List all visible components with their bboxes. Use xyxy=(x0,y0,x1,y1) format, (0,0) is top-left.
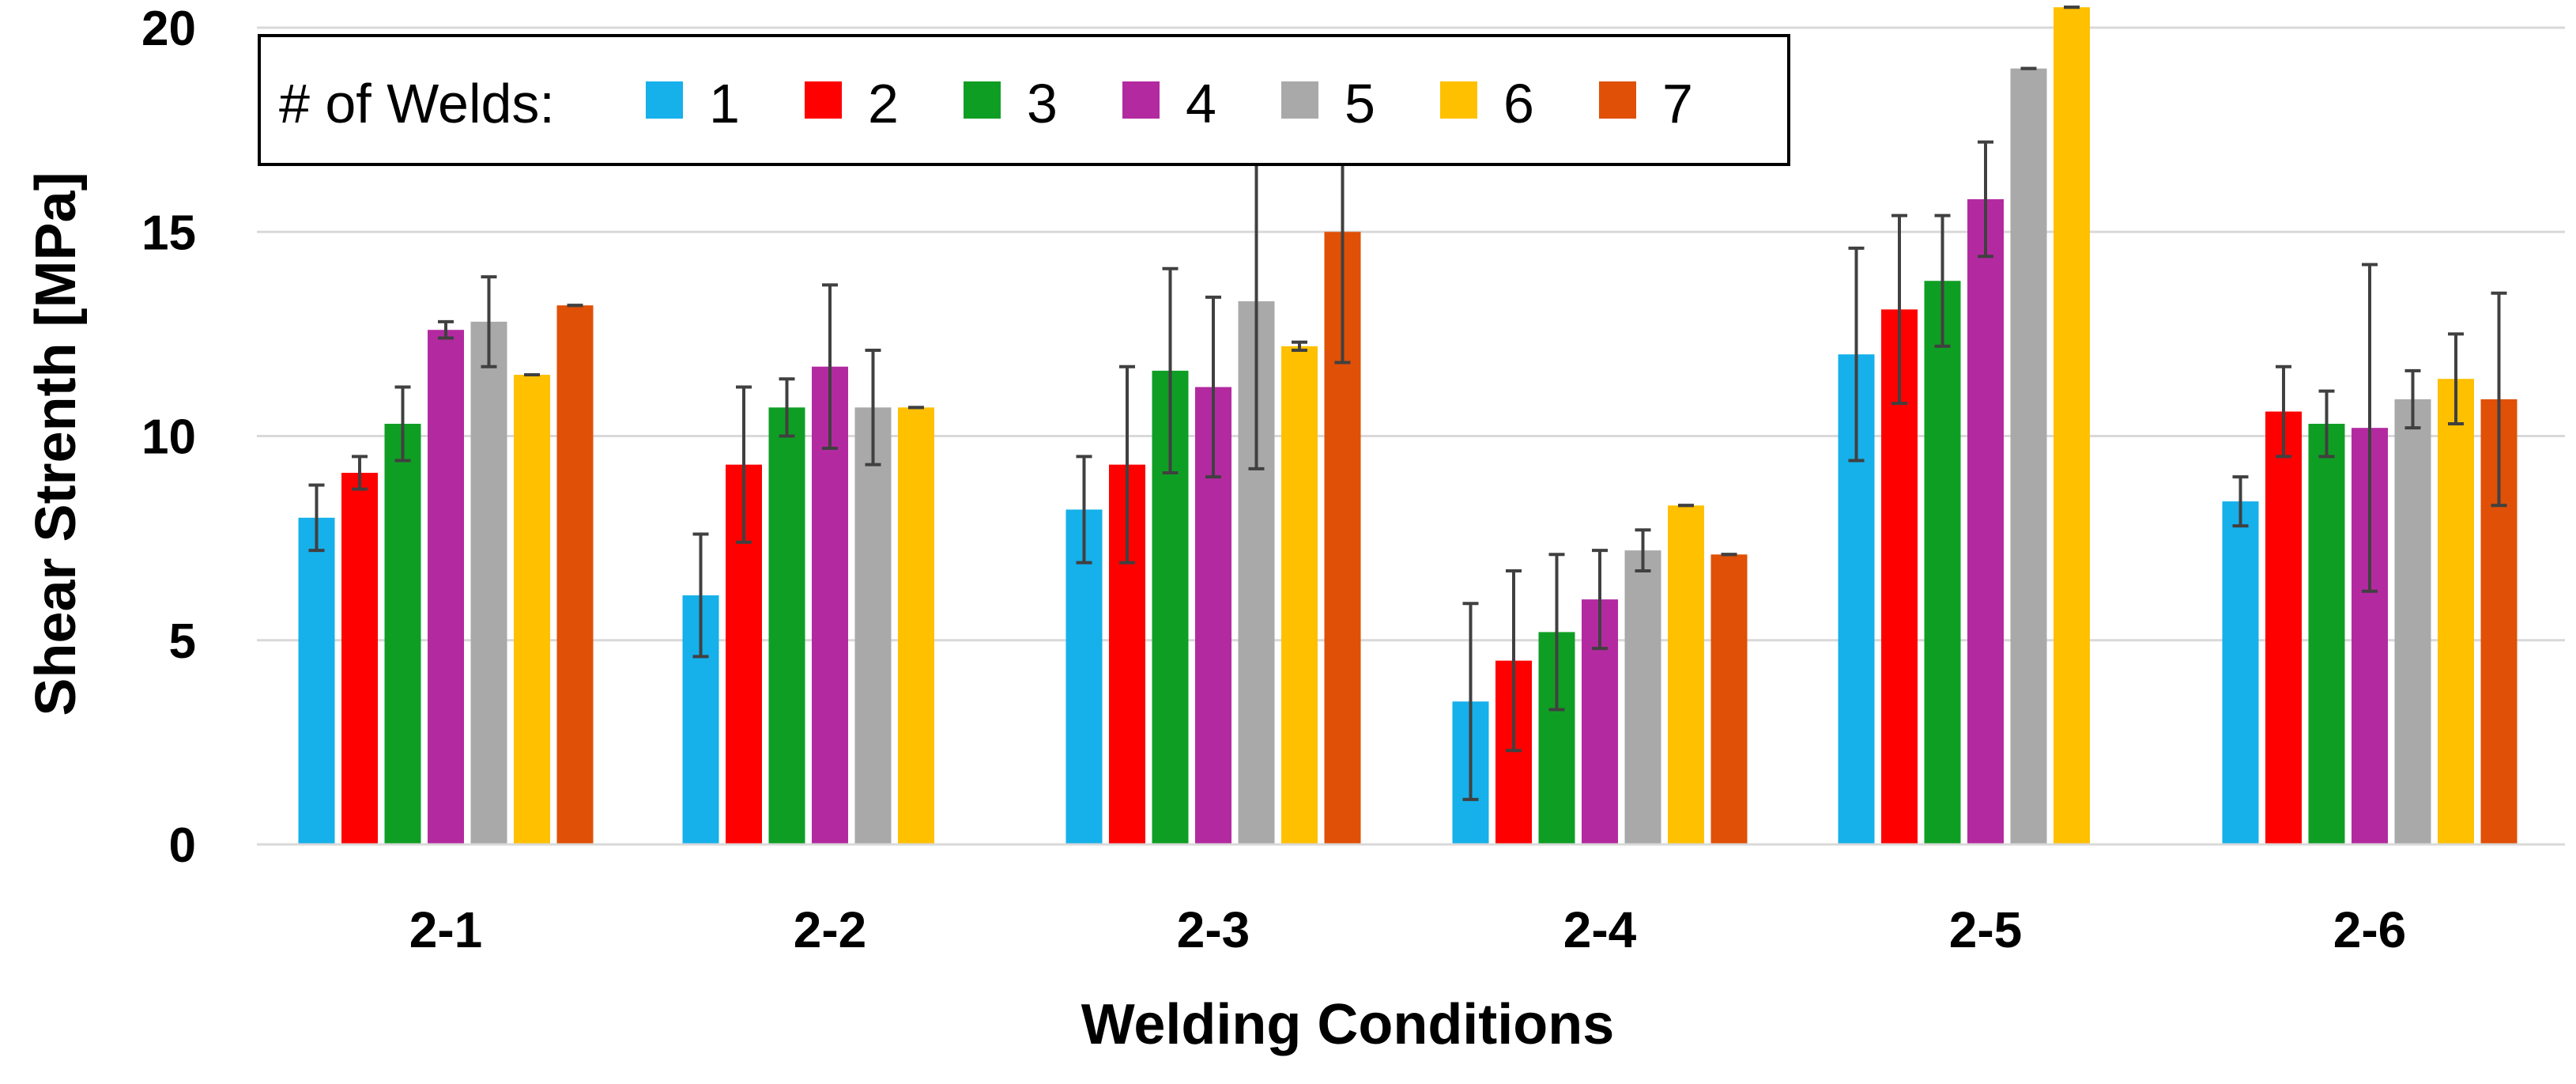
bars xyxy=(298,7,2518,845)
x-tick-label: 2-2 xyxy=(794,901,867,958)
error-bar-2-5-welds-2 xyxy=(1891,213,1907,406)
error-bar-2-5-welds-3 xyxy=(1934,213,1951,348)
legend-swatch-7 xyxy=(1599,81,1636,119)
error-bar-2-3-welds-2 xyxy=(1119,364,1135,565)
y-tick-label: 15 xyxy=(141,206,196,260)
legend-title: # of Welds: xyxy=(279,73,555,134)
bar-2-4-welds-6 xyxy=(1668,505,1704,844)
error-bar-2-2-welds-4 xyxy=(822,283,838,450)
bar-2-4-welds-7 xyxy=(1710,554,1748,844)
y-tick-label: 10 xyxy=(141,410,196,465)
error-bar-2-6-welds-4 xyxy=(2362,263,2378,593)
legend-label-3: 3 xyxy=(1027,73,1058,134)
x-tick-label: 2-3 xyxy=(1177,901,1250,958)
legend-swatch-3 xyxy=(964,81,1001,119)
bar-2-1-welds-1 xyxy=(298,517,335,844)
bar-2-6-welds-2 xyxy=(2265,411,2302,844)
error-bar-2-1-welds-5 xyxy=(481,275,497,368)
legend-swatch-1 xyxy=(646,81,683,119)
y-tick-label: 0 xyxy=(169,818,196,873)
legend-label-7: 7 xyxy=(1662,73,1693,134)
y-tick-label: 5 xyxy=(169,614,196,669)
error-bar-2-1-welds-2 xyxy=(352,455,368,491)
error-bar-2-2-welds-2 xyxy=(736,385,752,544)
legend-label-6: 6 xyxy=(1503,73,1534,134)
error-bar-2-3-welds-1 xyxy=(1076,455,1092,565)
error-bar-2-4-welds-1 xyxy=(1462,602,1479,802)
error-bar-2-3-welds-3 xyxy=(1162,266,1179,474)
bar-2-1-welds-5 xyxy=(470,321,507,844)
legend-box xyxy=(258,34,1790,166)
bar-2-6-welds-1 xyxy=(2222,501,2259,844)
x-tick-label: 2-4 xyxy=(1563,901,1637,958)
bar-2-1-welds-6 xyxy=(514,375,550,844)
error-bar-2-4-welds-5 xyxy=(1635,528,1651,572)
legend-swatch-6 xyxy=(1440,81,1477,119)
bar-2-6-welds-5 xyxy=(2394,399,2431,844)
error-bar-2-2-welds-1 xyxy=(692,532,709,659)
error-bar-2-4-welds-2 xyxy=(1506,568,1522,753)
bar-2-6-welds-6 xyxy=(2438,379,2474,844)
bar-2-3-welds-1 xyxy=(1065,509,1103,844)
bar-2-1-welds-3 xyxy=(384,424,421,844)
error-bar-2-2-welds-5 xyxy=(865,349,881,466)
bar-2-2-welds-5 xyxy=(854,407,892,844)
error-bar-2-5-welds-1 xyxy=(1848,246,1865,463)
y-tick-label: 20 xyxy=(141,2,196,56)
error-bar-2-1-welds-3 xyxy=(394,385,411,463)
error-bar-2-4-welds-4 xyxy=(1592,549,1608,651)
error-bars xyxy=(308,6,2507,802)
legend-label-2: 2 xyxy=(868,73,899,134)
error-bar-2-4-welds-3 xyxy=(1548,553,1565,712)
bar-2-5-welds-4 xyxy=(1967,198,2004,844)
bar-2-5-welds-3 xyxy=(1924,281,1961,845)
bar-2-1-welds-4 xyxy=(428,330,464,845)
bar-2-2-welds-6 xyxy=(898,407,934,844)
bar-2-1-welds-7 xyxy=(556,305,594,845)
bar-2-5-welds-6 xyxy=(2054,7,2090,844)
error-bar-2-3-welds-4 xyxy=(1205,295,1221,479)
legend-swatch-5 xyxy=(1281,81,1318,119)
x-tick-label: 2-5 xyxy=(1949,901,2023,958)
bar-2-4-welds-5 xyxy=(1624,550,1661,844)
error-bar-2-6-welds-3 xyxy=(2318,389,2335,459)
x-tick-label: 2-1 xyxy=(409,901,483,958)
error-bar-2-3-welds-6 xyxy=(1292,340,1307,353)
y-axis-title: Shear Strenth [MPa] xyxy=(25,172,88,716)
bar-2-1-welds-2 xyxy=(341,472,378,844)
legend-label-1: 1 xyxy=(709,73,740,134)
x-axis-title: Welding Conditions xyxy=(1081,993,1615,1056)
x-tick-label: 2-6 xyxy=(2333,901,2407,958)
legend-label-5: 5 xyxy=(1345,73,1375,134)
legend-swatch-4 xyxy=(1122,81,1160,119)
error-bar-2-6-welds-2 xyxy=(2276,364,2291,459)
error-bar-2-1-welds-4 xyxy=(438,319,454,340)
legend-swatch-2 xyxy=(805,81,842,119)
bar-2-2-welds-3 xyxy=(768,407,805,844)
error-bar-2-6-welds-1 xyxy=(2232,475,2249,528)
legend: # of Welds: 1 2 3 4 5 6 7 xyxy=(258,34,1790,166)
bar-2-5-welds-5 xyxy=(2010,68,2047,844)
error-bar-2-5-welds-4 xyxy=(1978,140,1993,259)
gridlines xyxy=(257,26,2565,642)
error-bar-2-2-welds-3 xyxy=(779,377,795,438)
error-bar-2-6-welds-6 xyxy=(2448,332,2464,426)
error-bar-2-6-welds-5 xyxy=(2404,368,2421,430)
error-bar-2-6-welds-7 xyxy=(2491,291,2507,508)
bar-2-6-welds-3 xyxy=(2308,424,2345,844)
bar-2-3-welds-6 xyxy=(1281,346,1318,844)
error-bar-2-1-welds-1 xyxy=(308,483,325,553)
legend-label-4: 4 xyxy=(1186,73,1216,134)
